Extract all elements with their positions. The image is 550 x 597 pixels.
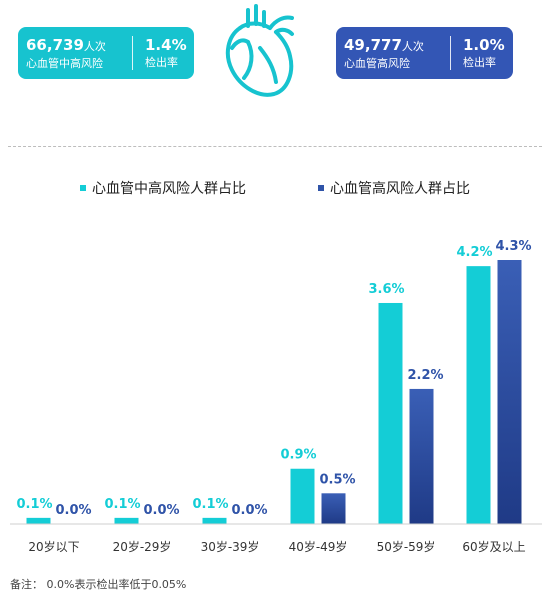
data-label-high-3: 0.5% bbox=[319, 472, 355, 487]
data-label-medium-high-0: 0.1% bbox=[16, 497, 52, 512]
stat-rate-value: 1.0% bbox=[463, 36, 505, 54]
stat-count-value: 49,777 bbox=[344, 35, 402, 54]
data-label-medium-high-1: 0.1% bbox=[104, 497, 140, 512]
legend-swatch-square-icon bbox=[318, 185, 324, 191]
bar-medium-high-4 bbox=[378, 302, 403, 524]
legend-label: 心血管中高风险人群占比 bbox=[92, 181, 246, 197]
stat-card-high-risk: 49,777人次 心血管高风险 1.0% 检出率 bbox=[336, 27, 513, 79]
stat-count-value: 66,739 bbox=[26, 35, 84, 54]
stat-card-medium-high-risk: 66,739人次 心血管中高风险 1.4% 检出率 bbox=[18, 27, 194, 79]
x-tick-label-0: 20岁以下 bbox=[28, 539, 79, 554]
data-label-high-5: 4.3% bbox=[495, 239, 531, 254]
stat-rate: 1.0% 检出率 bbox=[463, 36, 505, 70]
dashed-separator bbox=[8, 146, 542, 147]
data-label-high-0: 0.0% bbox=[55, 503, 91, 518]
stat-main: 66,739人次 心血管中高风险 bbox=[18, 36, 126, 71]
x-tick-label-5: 60岁及以上 bbox=[462, 539, 525, 554]
stat-count: 49,777人次 bbox=[344, 36, 444, 56]
data-label-medium-high-2: 0.1% bbox=[192, 497, 228, 512]
x-tick-label-4: 50岁-59岁 bbox=[377, 539, 436, 554]
data-label-medium-high-4: 3.6% bbox=[368, 282, 404, 297]
x-tick-labels: 20岁以下 20岁-29岁 30岁-39岁 40岁-49岁 50岁-59岁 60岁及以上 bbox=[28, 539, 525, 554]
bar-medium-high-2 bbox=[202, 517, 227, 524]
data-label-high-4: 2.2% bbox=[407, 368, 443, 383]
stat-count-unit: 人次 bbox=[401, 39, 424, 53]
stat-rate-value: 1.4% bbox=[145, 36, 187, 54]
x-tick-label-1: 20岁-29岁 bbox=[113, 539, 172, 554]
stat-main: 49,777人次 心血管高风险 bbox=[336, 36, 444, 71]
stat-label: 心血管中高风险 bbox=[26, 56, 103, 70]
stat-count: 66,739人次 bbox=[26, 36, 126, 56]
footnote: 备注： 0.0%表示检出率低于0.05% bbox=[10, 578, 187, 591]
bar-medium-high-0 bbox=[26, 517, 51, 524]
bar-high-4 bbox=[409, 388, 434, 524]
legend-swatch-square-icon bbox=[80, 185, 86, 191]
stat-count-unit: 人次 bbox=[83, 39, 106, 53]
legend-item-high: 心血管高风险人群占比 bbox=[318, 178, 470, 198]
stat-label: 心血管高风险 bbox=[344, 56, 410, 70]
bar-medium-high-3 bbox=[290, 468, 315, 524]
bar-high-3 bbox=[321, 493, 346, 524]
heart-icon bbox=[225, 4, 294, 97]
stat-rate-label: 检出率 bbox=[145, 56, 178, 69]
bar-medium-high-5 bbox=[466, 266, 491, 524]
data-label-medium-high-5: 4.2% bbox=[456, 245, 492, 260]
legend-label: 心血管高风险人群占比 bbox=[330, 181, 470, 197]
x-tick-label-2: 30岁-39岁 bbox=[201, 539, 260, 554]
bar-medium-high-1 bbox=[114, 517, 139, 524]
bar-high-5 bbox=[497, 260, 522, 524]
legend-item-medium-high: 心血管中高风险人群占比 bbox=[80, 178, 246, 198]
stat-rate-label: 检出率 bbox=[463, 56, 496, 69]
stat-divider bbox=[450, 36, 451, 70]
bars-layer: 0.1% 0.0% 0.1% 0.0% 0.1% 0.0%0.9%0.5%3.6%2.2%… bbox=[16, 239, 532, 524]
data-label-high-1: 0.0% bbox=[143, 503, 179, 518]
x-tick-label-3: 40岁-49岁 bbox=[289, 539, 348, 554]
data-label-high-2: 0.0% bbox=[231, 503, 267, 518]
data-label-medium-high-3: 0.9% bbox=[280, 448, 316, 463]
stat-divider bbox=[132, 36, 133, 70]
stat-rate: 1.4% 检出率 bbox=[145, 36, 187, 70]
